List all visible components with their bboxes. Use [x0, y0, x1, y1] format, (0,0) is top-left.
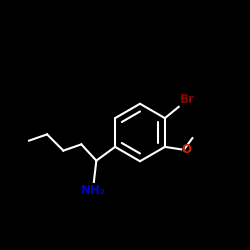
Text: NH₂: NH₂ [80, 184, 106, 197]
Text: O: O [182, 143, 192, 156]
Text: Br: Br [180, 93, 194, 106]
